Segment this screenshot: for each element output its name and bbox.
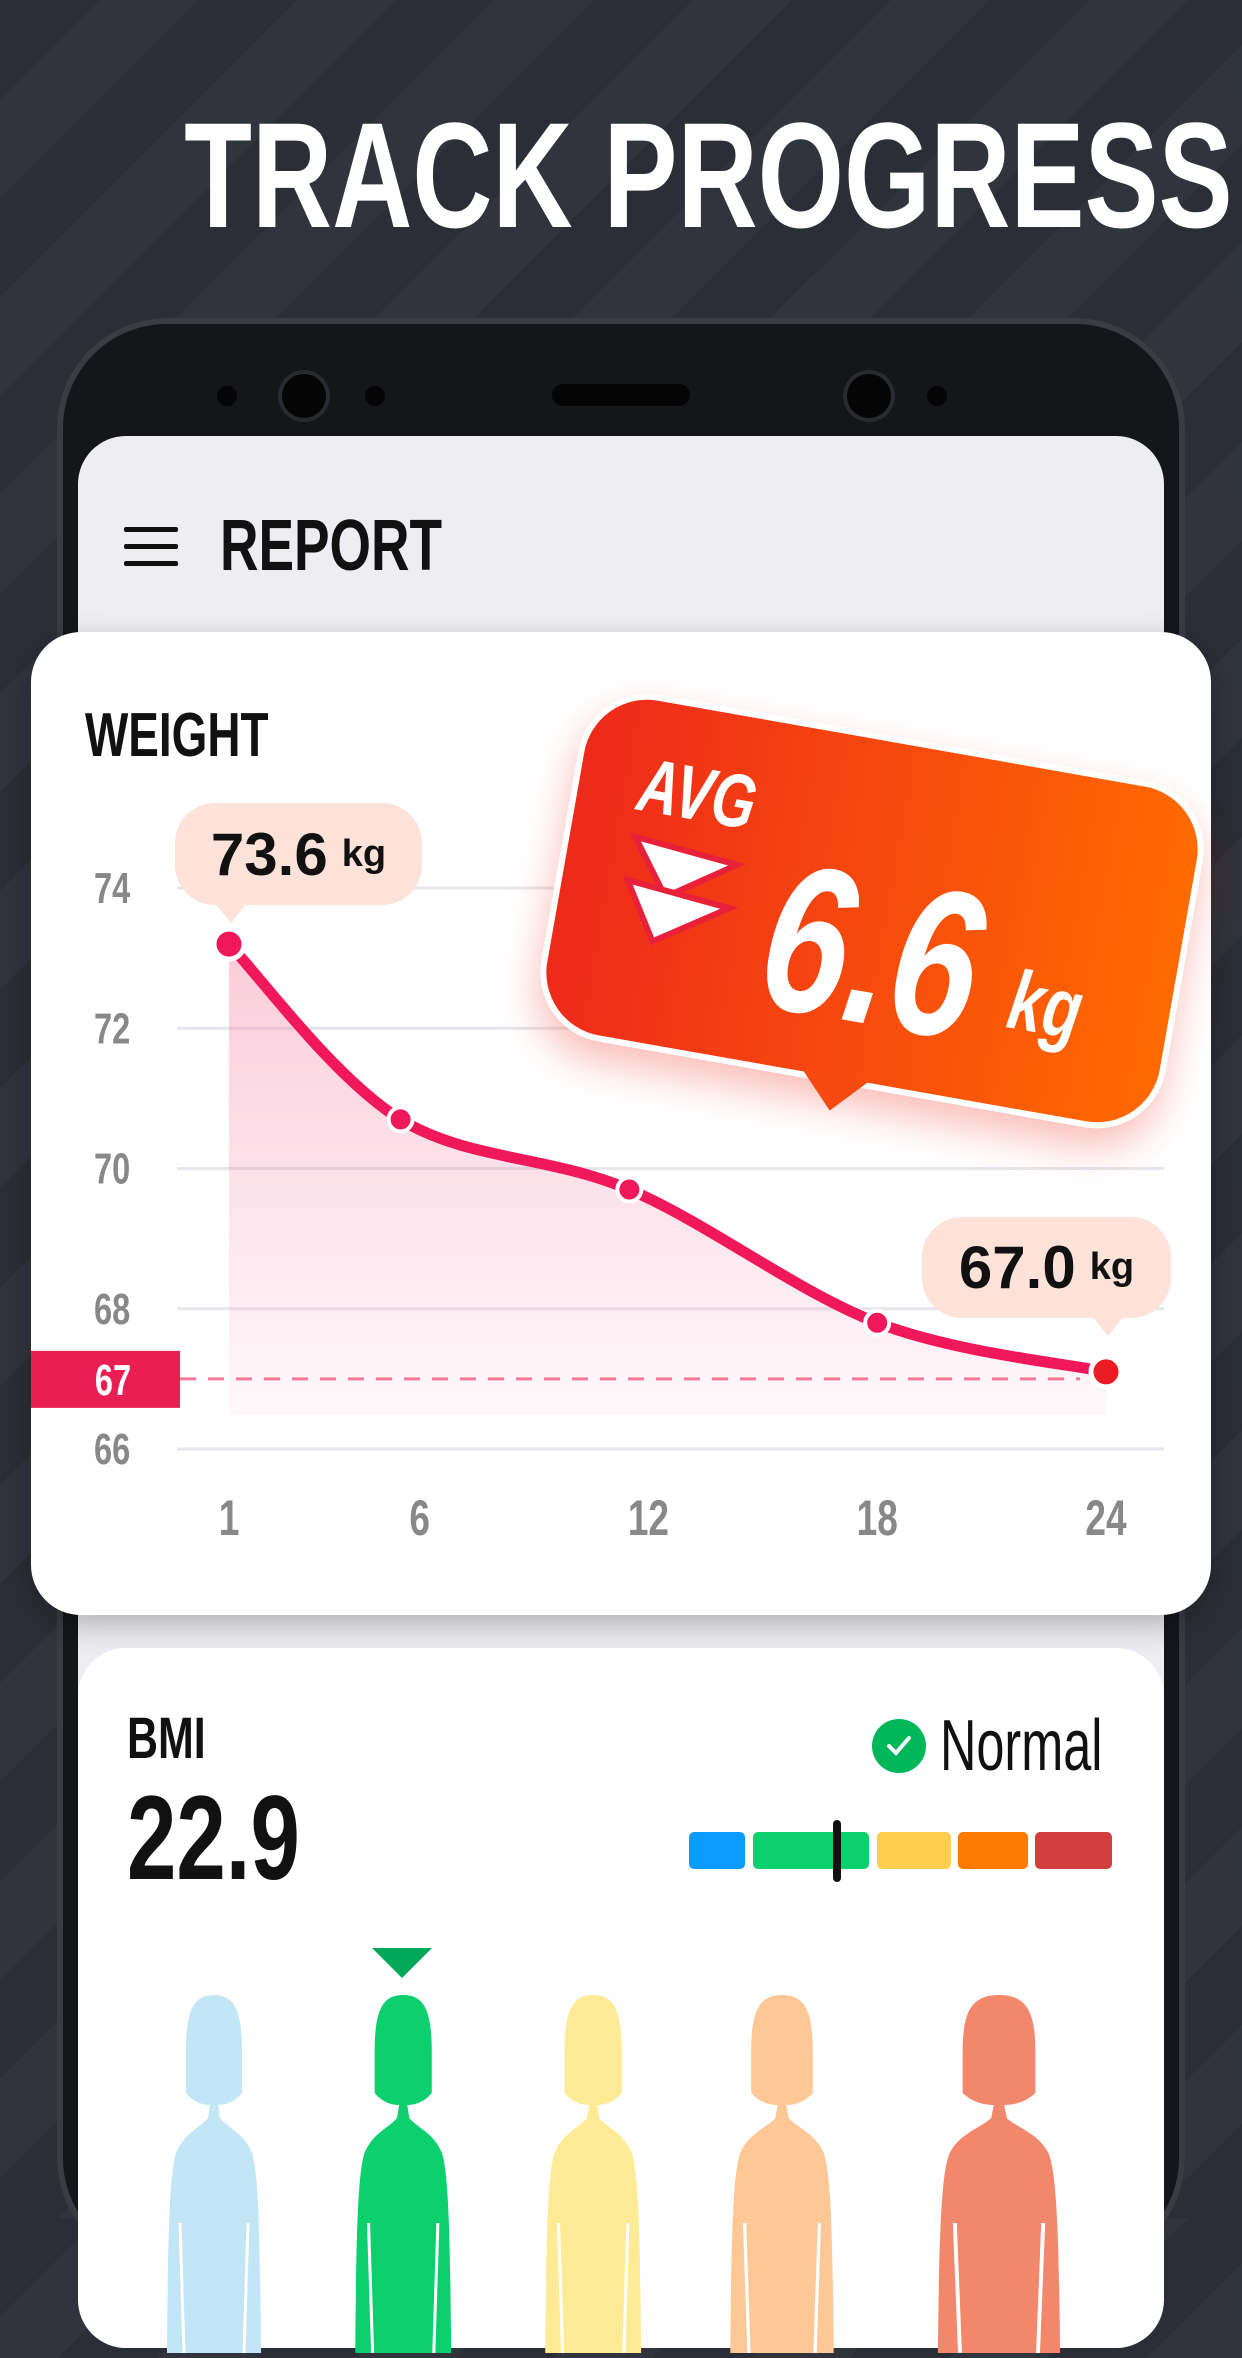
front-camera [282, 374, 326, 418]
body-figure-icon [154, 1993, 274, 2358]
bmi-value: 22.9 [127, 1771, 300, 1905]
bmi-scale-severe [1035, 1832, 1112, 1869]
bmi-status-text: Normal [940, 1706, 1103, 1786]
bmi-scale-obese [958, 1832, 1028, 1869]
bmi-status: Normal [872, 1710, 1110, 1782]
weight-title: WEIGHT [85, 701, 269, 770]
check-circle-icon [872, 1719, 926, 1773]
headline: TRACK PROGRESS [184, 91, 1233, 259]
bmi-scale-overweight [877, 1832, 951, 1869]
bmi-scale-underweight [689, 1832, 745, 1869]
sensor-dot [217, 386, 237, 406]
sensor-dot [365, 386, 385, 406]
end-weight-bubble: 67.0 kg [922, 1217, 1171, 1336]
bmi-marker [833, 1820, 841, 1882]
sensor-dot [927, 386, 947, 406]
page-title: REPORT [220, 506, 443, 586]
start-weight-bubble: 73.6 kg [175, 803, 422, 923]
body-figure-icon [921, 1993, 1077, 2358]
avg-loss-badge: AVG 6.6 kg [529, 682, 1215, 1140]
body-figure-icon [716, 1993, 848, 2358]
front-camera [847, 374, 891, 418]
hamburger-icon[interactable] [124, 527, 178, 567]
bmi-label: BMI [127, 1706, 206, 1771]
bmi-scale-normal [753, 1832, 869, 1869]
speaker-grille [552, 384, 690, 406]
double-down-arrow-icon [622, 832, 746, 946]
avg-unit: kg [1001, 951, 1090, 1058]
body-figure-icon [532, 1993, 654, 2358]
body-figure-icon [342, 1993, 464, 2358]
selected-indicator-icon [372, 1948, 432, 1978]
bmi-card: BMI 22.9 Normal [78, 1648, 1164, 2354]
